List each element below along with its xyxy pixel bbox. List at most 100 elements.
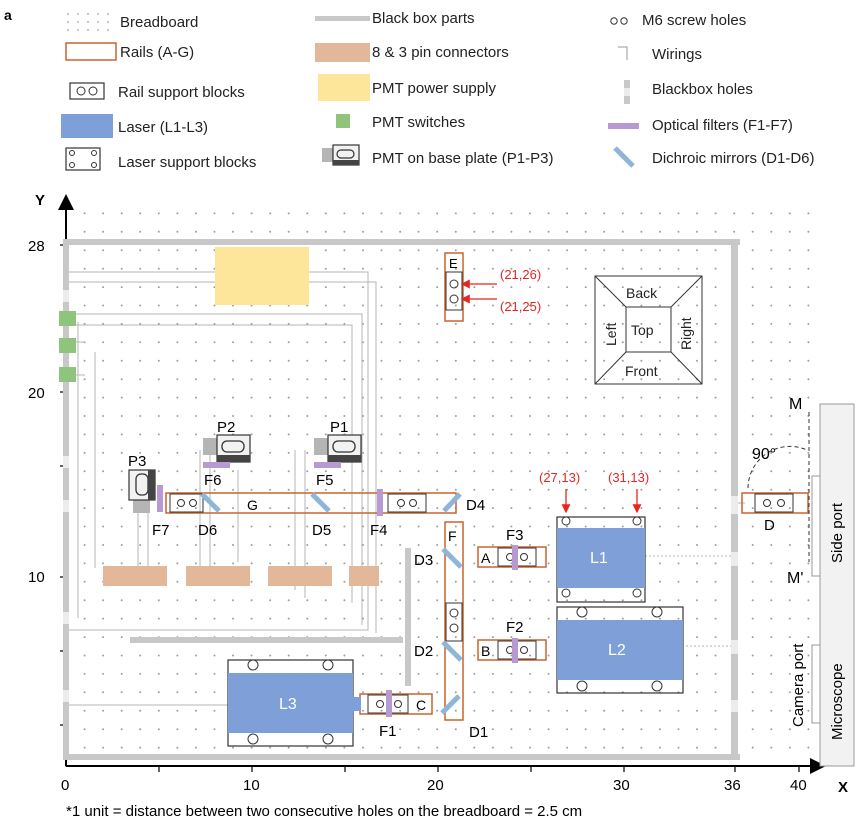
breadboard-hole <box>176 267 179 270</box>
breadboard-hole <box>417 415 420 417</box>
breadboard-hole <box>584 267 587 270</box>
breadboard-hole <box>102 230 105 233</box>
breadboard-hole <box>324 304 327 307</box>
breadboard-hole <box>306 599 309 602</box>
mirror-d4-label: D4 <box>466 497 485 514</box>
mirror-d3-label: D3 <box>414 552 433 569</box>
breadboard-hole <box>176 525 179 528</box>
breadboard-hole <box>287 562 290 565</box>
breadboard-hole <box>788 654 791 657</box>
breadboard-hole <box>399 230 402 233</box>
pmt-p2: P2 <box>203 419 251 463</box>
breadboard-hole <box>157 691 160 694</box>
breadboard-hole <box>83 322 86 325</box>
breadboard-hole <box>491 230 494 233</box>
breadboard-hole <box>510 396 513 399</box>
breadboard-hole <box>491 691 494 694</box>
breadboard-hole <box>807 672 810 675</box>
breadboard-hole <box>491 415 494 417</box>
breadboard-hole <box>417 488 420 491</box>
breadboard-hole <box>770 636 773 639</box>
rail-f-support-block <box>445 602 463 642</box>
breadboard-hole <box>176 470 179 473</box>
breadboard-hole <box>194 249 197 252</box>
breadboard-hole <box>380 617 383 620</box>
legend-power-swatch <box>318 74 370 101</box>
breadboard-hole <box>584 728 587 731</box>
breadboard-hole <box>677 617 680 620</box>
breadboard-hole <box>788 230 791 233</box>
breadboard-hole <box>399 746 402 749</box>
breadboard-hole <box>621 746 624 749</box>
breadboard-hole <box>120 378 123 381</box>
breadboard-hole <box>102 359 105 362</box>
breadboard-hole <box>436 230 439 233</box>
breadboard-hole <box>157 378 160 381</box>
breadboard-hole <box>473 396 476 399</box>
breadboard-hole <box>436 709 439 712</box>
breadboard-hole <box>194 672 197 675</box>
breadboard-hole <box>584 378 587 381</box>
breadboard-hole <box>584 451 587 454</box>
breadboard-hole <box>714 488 717 491</box>
breadboard-hole <box>751 728 754 731</box>
breadboard-hole <box>529 230 531 233</box>
rail-c-label: C <box>416 697 426 713</box>
breadboard-hole <box>417 728 420 731</box>
breadboard-hole <box>640 341 643 344</box>
breadboard-hole <box>696 267 698 270</box>
breadboard-hole <box>510 322 513 325</box>
breadboard-hole <box>343 304 346 307</box>
legend-screw-label: M6 screw holes <box>642 12 746 29</box>
breadboard-hole <box>566 267 569 270</box>
rail-e-support-block <box>445 271 463 311</box>
breadboard-hole <box>714 230 717 233</box>
breadboard-hole <box>584 746 587 749</box>
breadboard-hole <box>584 359 587 362</box>
breadboard-hole <box>696 580 698 583</box>
breadboard-hole <box>788 341 791 344</box>
breadboard-hole <box>213 359 216 362</box>
breadboard-hole <box>640 322 643 325</box>
breadboard-hole <box>603 470 606 473</box>
breadboard-hole <box>157 322 160 325</box>
breadboard-hole <box>306 544 309 546</box>
breadboard-hole <box>269 617 272 620</box>
breadboard-hole <box>640 415 643 417</box>
breadboard-hole <box>566 378 569 381</box>
breadboard-hole <box>640 304 643 307</box>
breadboard-hole <box>714 746 717 749</box>
breadboard-hole <box>751 709 754 712</box>
breadboard-hole <box>788 433 791 436</box>
breadboard-hole <box>714 654 717 657</box>
camera-port <box>811 644 821 724</box>
breadboard-hole <box>232 322 234 325</box>
breadboard-hole <box>714 286 717 289</box>
breadboard-hole <box>213 544 216 546</box>
breadboard-hole <box>194 359 197 362</box>
breadboard-hole <box>436 470 439 473</box>
breadboard-hole <box>491 249 494 252</box>
breadboard-hole <box>176 544 179 546</box>
breadboard-hole <box>399 415 402 417</box>
breadboard-hole <box>788 304 791 307</box>
breadboard-hole <box>194 267 197 270</box>
breadboard-hole <box>621 617 624 620</box>
breadboard-hole <box>658 525 661 528</box>
breadboard-hole <box>621 507 624 510</box>
breadboard-hole <box>306 396 309 399</box>
breadboard-hole <box>529 249 531 252</box>
filter-f6 <box>203 462 230 468</box>
breadboard-hole <box>529 728 531 731</box>
breadboard-hole <box>157 433 160 436</box>
breadboard-hole <box>584 709 587 712</box>
legend-filter-swatch <box>608 123 639 129</box>
breadboard-hole <box>529 599 531 602</box>
breadboard-hole <box>269 525 272 528</box>
breadboard-hole <box>83 451 86 454</box>
breadboard-hole <box>473 654 476 657</box>
breadboard-hole <box>770 230 773 233</box>
legend-rail-support-label: Rail support blocks <box>118 84 245 101</box>
breadboard-hole <box>436 396 439 399</box>
x-tick-label: 10 <box>243 777 260 794</box>
